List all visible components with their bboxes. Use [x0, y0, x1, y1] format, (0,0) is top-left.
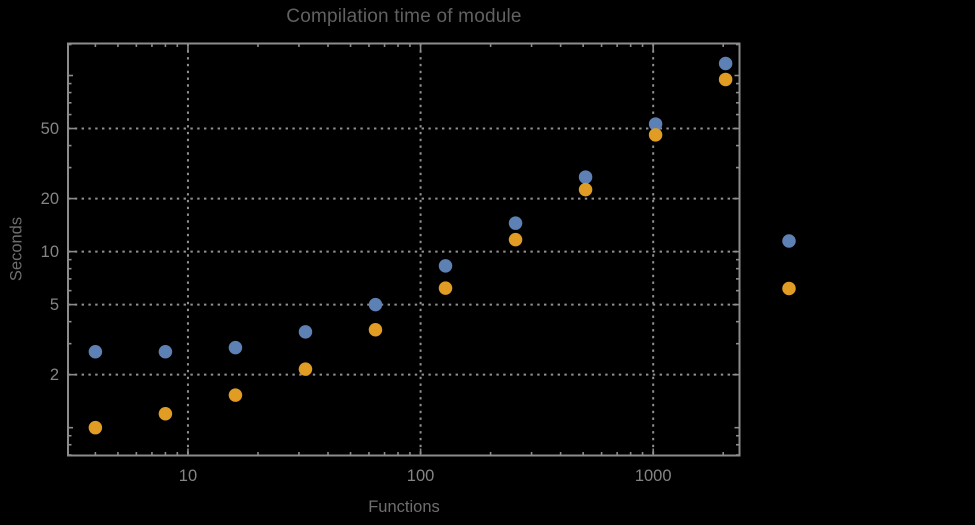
data-point — [438, 259, 453, 273]
x-axis-label: Functions — [368, 498, 440, 516]
y-axis-label: Seconds — [7, 216, 26, 282]
chart-title: Compilation time of module — [286, 6, 522, 27]
data-point — [508, 232, 523, 247]
data-point — [578, 182, 593, 197]
x-tick-label: 100 — [407, 467, 435, 485]
plot-frame — [67, 42, 741, 457]
data-point — [578, 170, 593, 184]
x-tick-label: 10 — [179, 467, 197, 485]
data-point — [158, 406, 173, 421]
y-tick-label: 5 — [50, 296, 59, 314]
legend-marker-series-1 — [782, 234, 796, 248]
data-points-series-1 — [88, 56, 733, 359]
data-point — [718, 72, 733, 87]
data-point — [298, 362, 313, 376]
x-gridlines — [186, 43, 655, 456]
y-tick-label: 10 — [41, 243, 59, 261]
y-gridlines — [68, 127, 740, 376]
data-point — [228, 340, 243, 355]
x-tick-labels: 10 100 1000 — [179, 467, 672, 485]
data-point — [648, 128, 663, 142]
y-tick-label: 50 — [41, 120, 59, 138]
data-points-series-2 — [88, 72, 733, 435]
axis-ticks — [68, 43, 740, 456]
legend — [782, 234, 796, 296]
data-point — [508, 216, 523, 230]
data-point — [648, 117, 663, 131]
data-point — [298, 325, 313, 339]
y-tick-label: 20 — [41, 190, 59, 208]
data-point — [438, 281, 453, 295]
data-point — [228, 388, 243, 402]
y-tick-label: 2 — [50, 366, 59, 384]
y-tick-labels: 2 5 10 20 50 — [41, 120, 59, 384]
data-point — [368, 297, 383, 312]
data-point — [718, 56, 733, 71]
legend-marker-series-2 — [782, 281, 796, 296]
data-point — [158, 344, 173, 359]
x-tick-label: 1000 — [635, 467, 672, 485]
data-point — [88, 344, 103, 359]
data-point — [368, 322, 383, 337]
data-point — [88, 420, 103, 435]
